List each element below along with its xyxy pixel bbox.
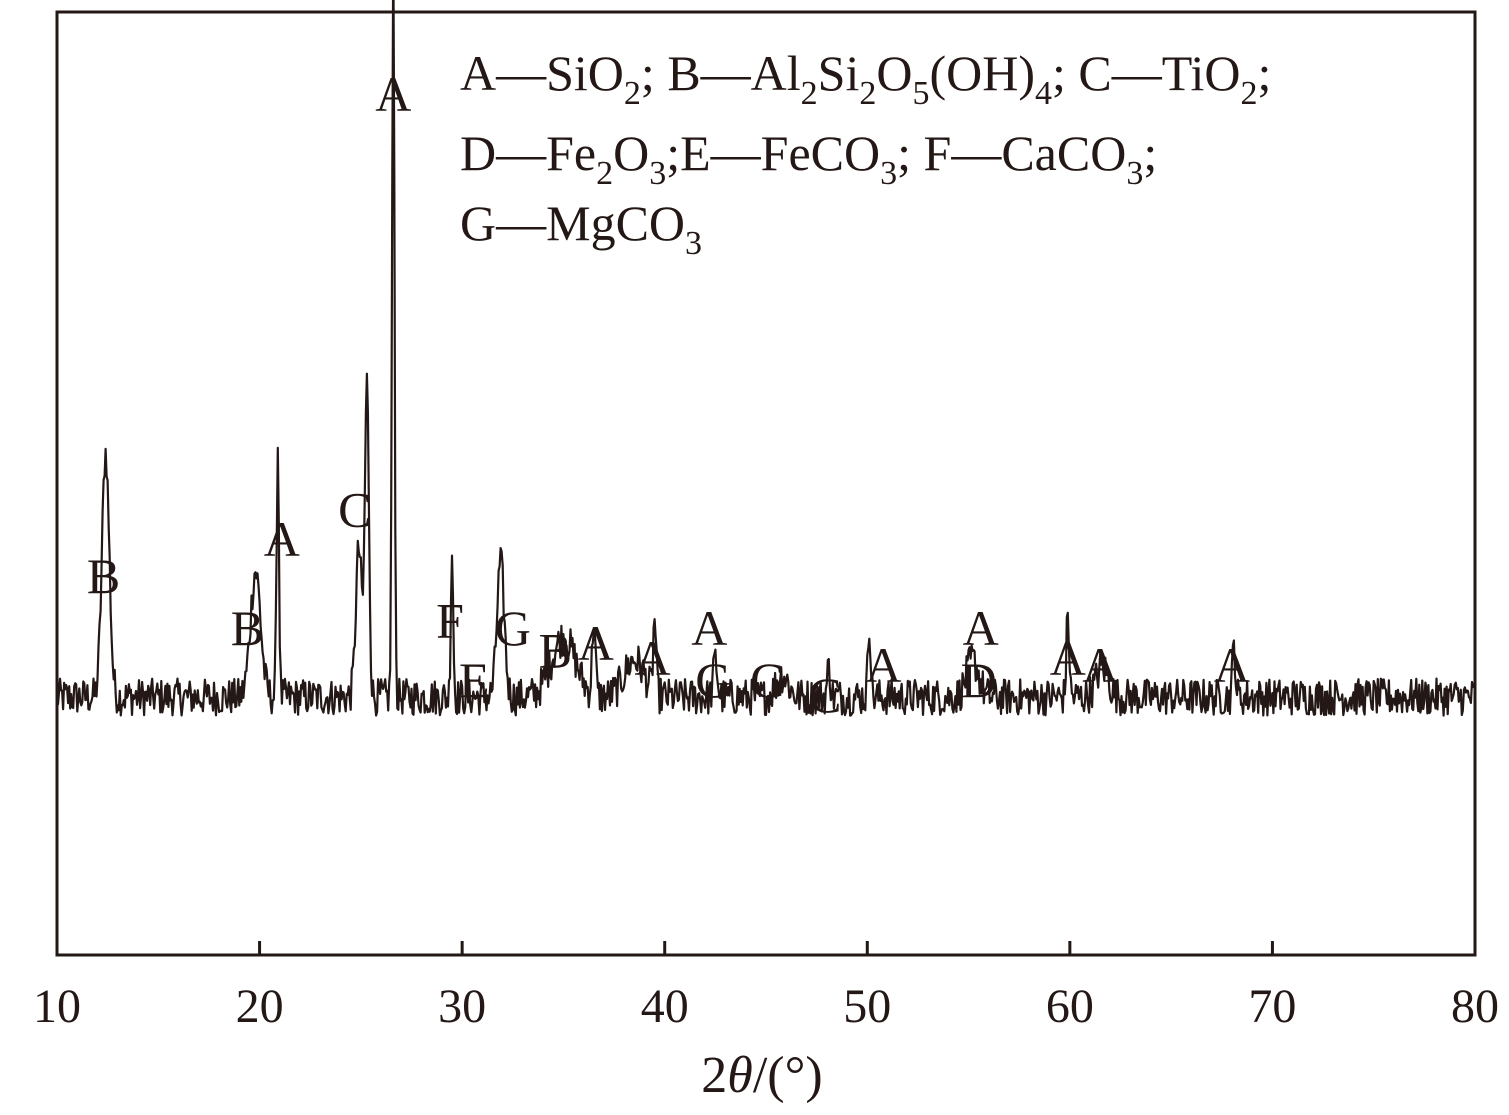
legend-segment: O [876,45,912,101]
peak-label: A [1082,637,1118,693]
x-tick-label: 40 [641,980,689,1033]
peak-label: G [495,600,531,656]
plot-area [55,0,1477,957]
legend-segment: ; [1143,125,1157,181]
legend-subscript: 2 [801,75,818,112]
peak-label: A [375,66,411,122]
peak-label: B [231,600,264,656]
legend-segment: ;E—FeCO [666,125,880,181]
phase-legend: A—SiO2; B—Al2Si2O5(OH)4; C—TiO2;D—Fe2O3;… [460,45,1271,262]
legend-subscript: 2 [624,75,641,112]
peak-label: A [1214,637,1250,693]
legend-subscript: 4 [1035,75,1052,112]
peak-label: A [1050,630,1086,686]
x-axis-label: 2θ/(°) [701,1047,822,1104]
legend-segment: ; [1258,45,1272,101]
x-axis-label-unit: /(°) [753,1047,823,1104]
peak-label: E [459,652,490,708]
peak-label: A [865,637,901,693]
x-tick-label: 60 [1046,980,1094,1033]
x-axis-label-variable: θ [727,1047,753,1104]
peak-label: B [87,548,120,604]
xrd-trace [55,0,1476,717]
x-tick-label: 20 [236,980,284,1033]
legend-segment: O [613,125,649,181]
peak-label: G [695,652,731,708]
peak-label: A [578,615,614,671]
peak-label: B [539,622,572,678]
legend-subscript: 3 [649,155,666,192]
peak-label: A [635,630,671,686]
x-axis-label-prefix: 2 [701,1047,727,1104]
legend-subscript: 2 [859,75,876,112]
legend-segment: Si [818,45,860,101]
legend-segment: A—SiO [460,45,624,101]
legend-segment: D—Fe [460,125,596,181]
legend-subscript: 2 [1241,75,1258,112]
legend-line: D—Fe2O3;E—FeCO3; F—CaCO3; [460,125,1157,192]
plot-frame [55,10,1477,957]
peak-label: F [436,593,464,649]
x-tick-label: 10 [33,980,81,1033]
x-tick-label: 70 [1248,980,1296,1033]
legend-line: A—SiO2; B—Al2Si2O5(OH)4; C—TiO2; [460,45,1271,112]
legend-subscript: 2 [596,155,613,192]
legend-subscript: 3 [880,155,897,192]
peak-label: G [750,652,786,708]
peak-label: A [264,511,300,567]
x-axis-ticks: 10 20 30 40 50 60 70 80 [33,941,1499,1033]
legend-segment: ; B—Al [641,45,801,101]
peak-label: A [963,600,999,656]
peak-label: C [808,667,841,723]
peak-label: D [961,652,997,708]
x-tick-label: 80 [1451,980,1499,1033]
legend-segment: ; C—TiO [1052,45,1241,101]
legend-segment: G—MgCO [460,195,685,251]
legend-subscript: 3 [685,225,702,262]
legend-subscript: 5 [912,75,929,112]
peak-label: C [338,481,371,537]
legend-subscript: 3 [1126,155,1143,192]
legend-line: G—MgCO3 [460,195,702,262]
peak-label: A [691,600,727,656]
legend-segment: (OH) [929,45,1035,101]
x-tick-label: 30 [438,980,486,1033]
legend-segment: ; F—CaCO [897,125,1126,181]
x-tick-label: 50 [843,980,891,1033]
